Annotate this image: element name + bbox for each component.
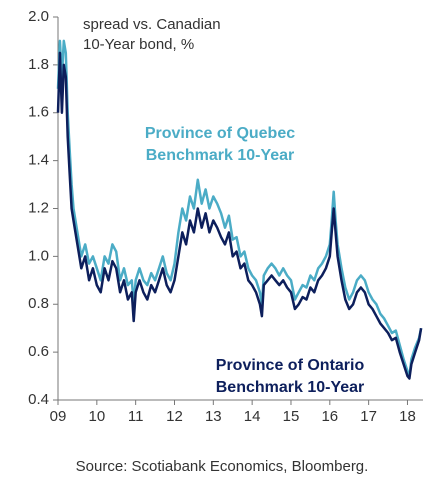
y-tick-label: 0.4	[28, 391, 49, 408]
y-tick-label: 1.8	[28, 56, 49, 73]
x-tick-label: 18	[399, 408, 416, 425]
y-tick-label: 1.4	[28, 152, 49, 169]
series-label: Province of Quebec	[145, 125, 295, 142]
series-line	[56, 39, 423, 378]
y-tick-label: 1.6	[28, 104, 49, 121]
y-tick-label: 1.2	[28, 199, 49, 216]
x-tick-label: 14	[244, 408, 261, 425]
x-tick-label: 13	[205, 408, 222, 425]
x-tick-label: 09	[50, 408, 67, 425]
y-tick-label: 0.6	[28, 343, 49, 360]
series-label: Benchmark 10-Year	[146, 147, 295, 164]
x-tick-label: 11	[128, 408, 144, 425]
source: Source: Scotiabank Economics, Bloomberg.	[76, 458, 369, 475]
x-tick-label: 16	[321, 408, 338, 425]
series-label: Province of Ontario	[216, 357, 365, 374]
x-tick-label: 12	[166, 408, 183, 425]
y-tick-label: 1.0	[28, 247, 49, 264]
y-tick-label: 0.8	[28, 295, 49, 312]
series-line	[56, 51, 423, 380]
annotation: 10-Year bond, %	[83, 36, 194, 53]
y-tick-label: 2.0	[28, 8, 49, 25]
x-tick-label: 17	[360, 408, 377, 425]
series-label: Benchmark 10-Year	[216, 379, 365, 396]
x-tick-label: 10	[88, 408, 105, 425]
x-tick-label: 15	[283, 408, 300, 425]
annotation: spread vs. Canadian	[83, 16, 221, 33]
